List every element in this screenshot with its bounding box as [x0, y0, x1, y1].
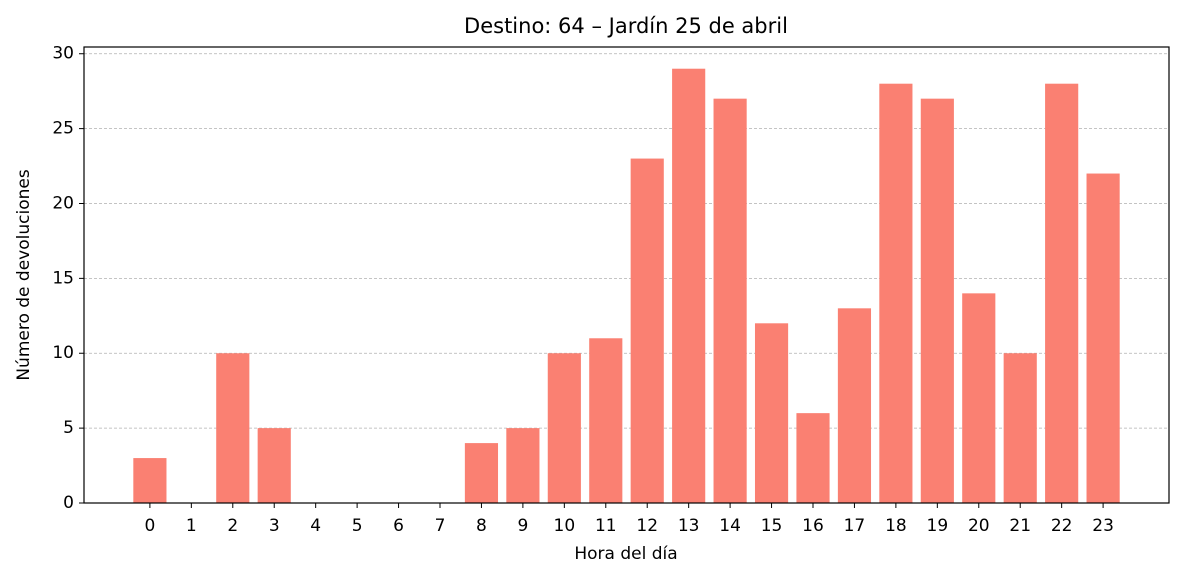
x-tick-label: 21 [1009, 516, 1031, 536]
x-tick-label: 5 [352, 516, 363, 536]
bar [506, 428, 540, 503]
x-tick-label: 9 [517, 516, 528, 536]
x-tick-label: 12 [636, 516, 658, 536]
x-tick-label: 19 [927, 516, 949, 536]
bar [962, 293, 996, 503]
bar [1003, 353, 1037, 503]
bar [216, 353, 250, 503]
x-tick-label: 18 [885, 516, 907, 536]
x-tick-label: 3 [269, 516, 280, 536]
x-tick-label: 16 [802, 516, 824, 536]
x-tick-label: 13 [678, 516, 700, 536]
bar [754, 323, 789, 503]
bar [920, 98, 954, 503]
y-tick-label: 30 [52, 44, 74, 64]
y-tick-label: 20 [52, 193, 74, 213]
x-tick-label: 0 [144, 516, 155, 536]
x-tick-label: 15 [761, 516, 783, 536]
bar [837, 308, 872, 503]
x-tick-label: 22 [1051, 516, 1073, 536]
x-tick-label: 2 [227, 516, 238, 536]
x-tick-label: 4 [310, 516, 321, 536]
x-tick-label: 23 [1092, 516, 1114, 536]
x-tick-label: 6 [393, 516, 404, 536]
bar [630, 158, 664, 503]
x-tick-label: 8 [476, 516, 487, 536]
y-tick-label: 5 [63, 418, 74, 438]
bar [133, 458, 167, 503]
x-tick-label: 20 [968, 516, 990, 536]
y-tick-label: 10 [52, 343, 74, 363]
bar [879, 83, 913, 504]
bar [547, 353, 581, 503]
bar [589, 338, 623, 503]
bar [464, 443, 499, 503]
y-tick-label: 0 [63, 493, 74, 513]
bar [1086, 173, 1120, 503]
x-tick-label: 10 [554, 516, 576, 536]
bar [1045, 83, 1079, 504]
x-tick-label: 1 [186, 516, 197, 536]
plot-frame [83, 46, 1170, 504]
bar [713, 98, 747, 503]
bar [257, 428, 291, 503]
x-tick-label: 14 [719, 516, 741, 536]
y-tick-label: 25 [52, 119, 74, 139]
x-tick-label: 11 [595, 516, 617, 536]
x-tick-label: 7 [435, 516, 446, 536]
bar [672, 68, 706, 503]
y-tick-label: 15 [52, 268, 74, 288]
bar [796, 413, 830, 503]
x-axis-label: Hora del día [574, 544, 677, 564]
x-tick-label: 17 [844, 516, 866, 536]
chart-title: Destino: 64 – Jardín 25 de abril [464, 14, 788, 38]
y-axis-label: Número de devoluciones [14, 169, 34, 380]
